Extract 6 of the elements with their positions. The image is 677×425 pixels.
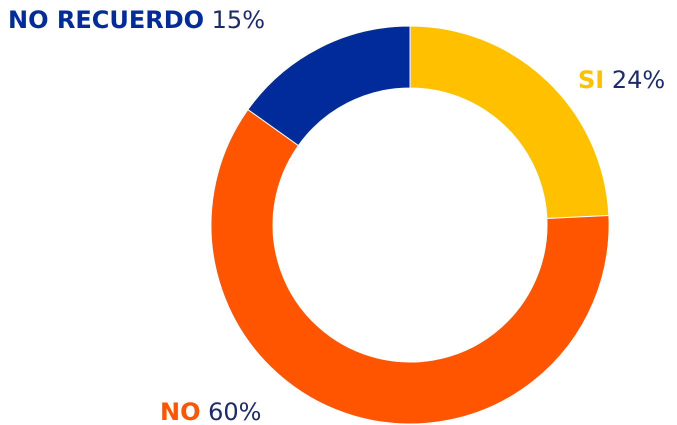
slice-label: NO [160,398,200,425]
slice-label: NO RECUERDO [8,6,204,34]
slice-label: SI [578,66,604,94]
data-label: 60% [200,398,262,425]
data-label: 24% [604,66,666,94]
data-label: 15% [204,6,266,34]
